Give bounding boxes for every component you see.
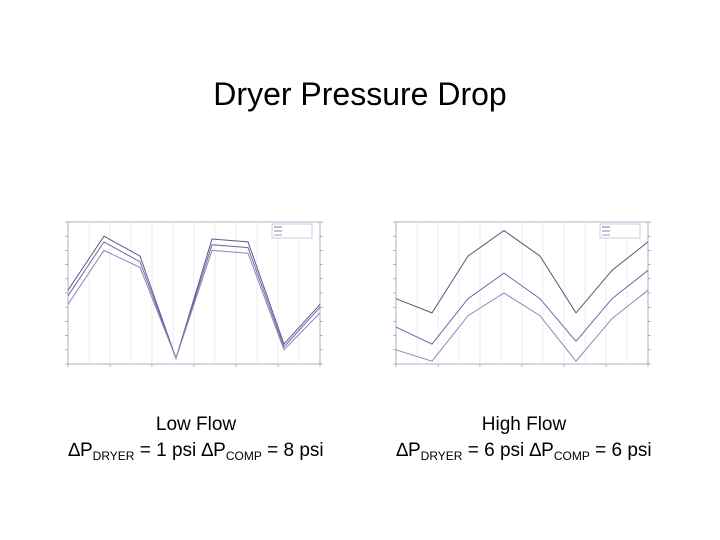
low-flow-caption: Low Flow ∆PDRYER = 1 psi ∆PCOMP = 8 psi [40, 412, 352, 464]
delta-p-comp-symbol: ∆P [201, 440, 226, 461]
low-flow-pressure-chart [40, 212, 352, 384]
dryer-value: = 6 psi [462, 440, 530, 461]
high-flow-legend-box [599, 223, 641, 239]
comp-subscript: COMP [553, 449, 590, 463]
high-flow-legend [599, 223, 641, 239]
low-flow-chart-canvas [65, 221, 323, 367]
comp-value: = 8 psi [261, 440, 324, 461]
low-flow-legend [271, 223, 313, 239]
high-flow-heading: High Flow [481, 414, 567, 435]
high-flow-chart-canvas [393, 221, 651, 367]
high-flow-series-line [395, 229, 649, 314]
dryer-subscript: DRYER [420, 449, 463, 463]
delta-p-comp-symbol: ∆P [529, 440, 554, 461]
slide-title: Dryer Pressure Drop [213, 76, 507, 112]
high-flow-series-line [395, 289, 649, 362]
comp-value: = 6 psi [589, 440, 652, 461]
low-flow-heading: Low Flow [155, 414, 237, 435]
low-flow-legend-box [271, 223, 313, 239]
low-flow-series-line [67, 235, 321, 360]
dryer-value: = 1 psi [134, 440, 202, 461]
high-flow-pressure-chart [368, 212, 680, 384]
comp-subscript: COMP [225, 449, 262, 463]
high-flow-pressure-values: ∆PDRYER = 6 psi ∆PCOMP = 6 psi [368, 438, 680, 464]
high-flow-caption: High Flow ∆PDRYER = 6 psi ∆PCOMP = 6 psi [368, 412, 680, 464]
dryer-subscript: DRYER [92, 449, 135, 463]
low-flow-series-line [67, 241, 321, 360]
low-flow-series-line [67, 249, 321, 360]
delta-p-dryer-symbol: ∆P [68, 440, 93, 461]
high-flow-series-line [395, 269, 649, 345]
delta-p-dryer-symbol: ∆P [396, 440, 421, 461]
low-flow-pressure-values: ∆PDRYER = 1 psi ∆PCOMP = 8 psi [40, 438, 352, 464]
